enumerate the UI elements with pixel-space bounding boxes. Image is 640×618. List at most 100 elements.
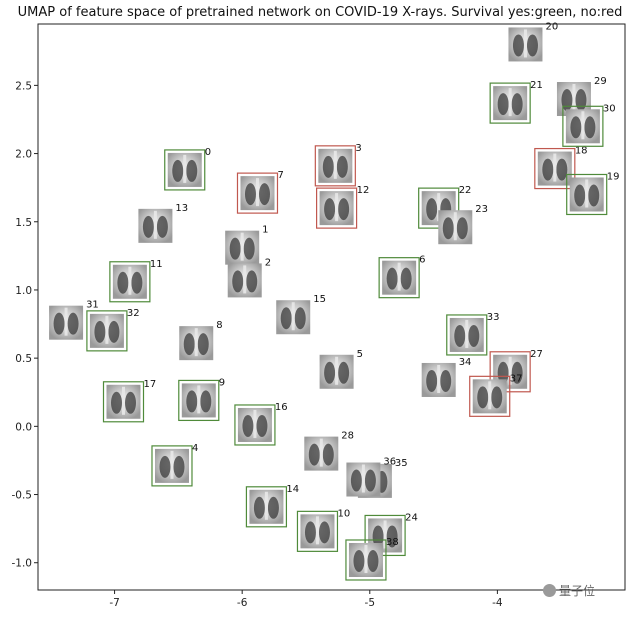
xray-thumbnail-2: 2 bbox=[227, 257, 271, 298]
point-label-31: 31 bbox=[86, 300, 99, 311]
x-tick-label: -7 bbox=[109, 597, 119, 609]
wechat-logo-icon bbox=[543, 584, 556, 597]
survival-frame-survived bbox=[164, 149, 206, 191]
point-label-18: 18 bbox=[575, 146, 588, 157]
point-label-9: 9 bbox=[219, 377, 225, 388]
point-label-2: 2 bbox=[265, 257, 271, 268]
xray-thumbnail-23: 23 bbox=[438, 204, 488, 245]
y-tick-label: 2.0 bbox=[15, 149, 32, 161]
survival-frame-survived bbox=[296, 510, 339, 552]
xray-thumbnail-5: 5 bbox=[319, 349, 363, 389]
y-tick-label: 2.5 bbox=[15, 80, 32, 92]
survival-frame-died bbox=[314, 145, 356, 187]
point-label-23: 23 bbox=[475, 204, 488, 215]
point-label-24: 24 bbox=[405, 512, 418, 523]
point-label-33: 33 bbox=[487, 312, 500, 323]
survival-frame-survived bbox=[364, 514, 406, 557]
point-label-15: 15 bbox=[313, 294, 326, 305]
xray-thumbnail-11: 11 bbox=[109, 259, 163, 303]
survival-frame-survived bbox=[86, 310, 128, 352]
point-label-13: 13 bbox=[175, 203, 188, 214]
survival-frame-survived bbox=[562, 105, 604, 147]
point-label-32: 32 bbox=[127, 308, 140, 319]
xray-thumbnail-28: 28 bbox=[304, 431, 354, 471]
survival-frame-survived bbox=[566, 173, 608, 216]
xray-thumbnail-34: 34 bbox=[421, 357, 472, 397]
point-label-36: 36 bbox=[383, 457, 396, 468]
point-label-27: 27 bbox=[530, 349, 543, 360]
point-label-21: 21 bbox=[530, 80, 543, 91]
survival-frame-died bbox=[316, 187, 358, 229]
point-label-35: 35 bbox=[395, 458, 408, 469]
xray-thumbnail-17: 17 bbox=[102, 379, 156, 423]
survival-frame-survived bbox=[446, 314, 488, 356]
xray-thumbnail-13: 13 bbox=[138, 203, 188, 243]
point-label-14: 14 bbox=[286, 484, 299, 495]
xray-thumbnail-36: 36 bbox=[346, 457, 396, 497]
point-label-28: 28 bbox=[341, 431, 354, 442]
xray-thumbnail-8: 8 bbox=[179, 320, 223, 361]
xray-thumbnail-21: 21 bbox=[489, 80, 543, 124]
y-tick-label: -0.5 bbox=[12, 490, 33, 502]
xray-thumbnail-15: 15 bbox=[276, 294, 326, 335]
survival-frame-died bbox=[236, 172, 279, 214]
watermark: 量子位 bbox=[543, 582, 595, 599]
survival-frame-survived bbox=[234, 404, 276, 446]
xray-thumbnail-38: 38 bbox=[345, 537, 399, 581]
point-label-11: 11 bbox=[150, 259, 163, 270]
survival-frame-survived bbox=[151, 445, 193, 487]
y-tick-label: 0.0 bbox=[15, 421, 32, 433]
point-label-17: 17 bbox=[143, 379, 156, 390]
survival-frame-survived bbox=[102, 381, 145, 423]
point-label-30: 30 bbox=[603, 103, 616, 114]
point-label-20: 20 bbox=[545, 21, 558, 32]
x-tick-label: -5 bbox=[365, 597, 375, 609]
xray-thumbnail-0: 0 bbox=[164, 147, 211, 191]
survival-frame-survived bbox=[378, 257, 420, 299]
xray-thumbnail-6: 6 bbox=[378, 255, 426, 299]
y-tick-label: 1.5 bbox=[15, 217, 32, 229]
axes-frame bbox=[37, 23, 626, 591]
survival-frame-died bbox=[469, 375, 511, 417]
point-label-8: 8 bbox=[216, 320, 222, 331]
point-label-22: 22 bbox=[459, 185, 472, 196]
point-label-37: 37 bbox=[510, 373, 523, 384]
point-label-34: 34 bbox=[459, 357, 472, 368]
xray-thumbnail-1: 1 bbox=[225, 225, 269, 265]
chart-title: UMAP of feature space of pretrained netw… bbox=[17, 5, 623, 20]
point-label-4: 4 bbox=[192, 443, 198, 454]
xray-thumbnail-33: 33 bbox=[446, 312, 500, 356]
watermark-text: 量子位 bbox=[559, 584, 596, 598]
xray-thumbnail-37: 37 bbox=[469, 373, 523, 417]
y-tick-label: 1.0 bbox=[15, 285, 32, 297]
xray-thumbnail-31: 31 bbox=[49, 300, 99, 340]
survival-frame-survived bbox=[245, 486, 288, 528]
point-label-10: 10 bbox=[337, 508, 350, 519]
xray-thumbnail-7: 7 bbox=[236, 170, 284, 214]
xray-thumbnail-14: 14 bbox=[245, 484, 299, 528]
y-tick-label: 0.5 bbox=[15, 353, 32, 365]
point-label-7: 7 bbox=[277, 170, 283, 181]
xray-thumbnail-19: 19 bbox=[566, 171, 620, 216]
xray-thumbnail-4: 4 bbox=[151, 443, 198, 487]
point-label-38: 38 bbox=[386, 537, 399, 548]
survival-frame-survived bbox=[109, 261, 151, 303]
xray-thumbnail-16: 16 bbox=[234, 402, 288, 446]
survival-frame-survived bbox=[489, 82, 531, 124]
point-label-0: 0 bbox=[205, 147, 211, 158]
x-tick-label: -6 bbox=[237, 597, 248, 609]
survival-frame-survived bbox=[178, 379, 220, 422]
point-label-5: 5 bbox=[357, 349, 363, 360]
y-tick-label: -1.0 bbox=[12, 558, 33, 570]
xray-thumbnail-20: 20 bbox=[508, 21, 558, 62]
point-label-3: 3 bbox=[355, 143, 361, 154]
point-label-16: 16 bbox=[275, 402, 288, 413]
x-tick-label: -4 bbox=[492, 597, 503, 609]
point-label-1: 1 bbox=[262, 225, 268, 236]
point-label-19: 19 bbox=[607, 171, 620, 182]
xray-thumbnail-3: 3 bbox=[314, 143, 362, 187]
xray-thumbnail-9: 9 bbox=[178, 377, 225, 422]
xray-thumbnail-30: 30 bbox=[562, 103, 616, 147]
point-label-12: 12 bbox=[357, 185, 370, 196]
